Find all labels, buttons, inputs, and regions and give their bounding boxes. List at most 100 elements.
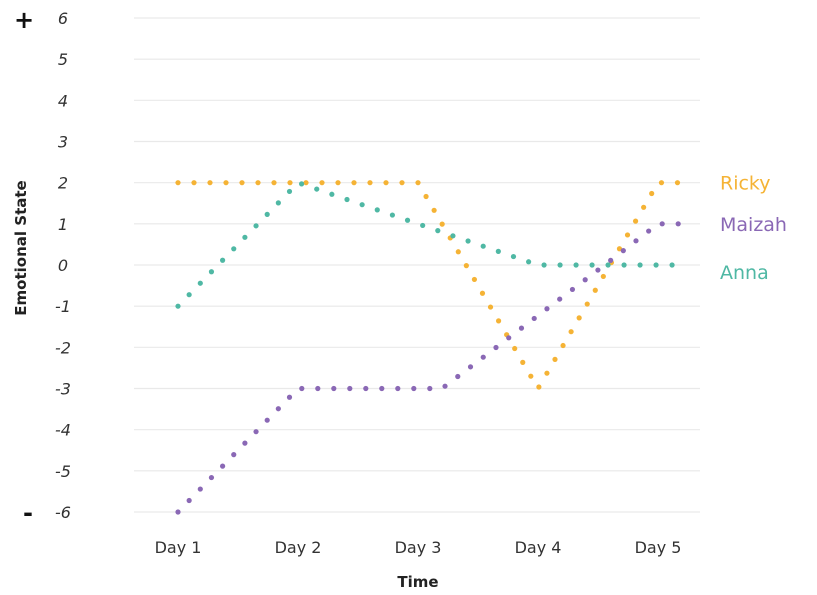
y-tick-label: -4: [55, 421, 71, 440]
y-axis-title: Emotional State: [12, 180, 30, 315]
x-axis-ticks: Day 1 Day 2 Day 3 Day 4 Day 5: [155, 538, 682, 557]
series-dot: [526, 259, 532, 265]
series-dot: [363, 385, 369, 392]
series-dot: [479, 290, 486, 296]
series-dot: [439, 221, 445, 227]
series-dot: [605, 262, 611, 268]
series-dot: [632, 218, 639, 224]
series-dot: [442, 383, 448, 389]
series-dot: [493, 344, 499, 351]
series-dot: [298, 181, 305, 187]
series-dot: [621, 262, 627, 268]
series-dot: [510, 253, 517, 260]
y-tick-label: 3: [58, 133, 68, 152]
series-dot: [253, 429, 259, 435]
series-dot: [423, 193, 429, 200]
series-label-anna: Anna: [720, 262, 769, 284]
series-dot: [219, 463, 226, 469]
scale-sign-bottom: -: [23, 499, 33, 527]
y-tick-label: -2: [55, 338, 71, 357]
series-dot: [231, 452, 237, 458]
x-axis-title: Time: [397, 573, 438, 591]
series-dot: [582, 277, 588, 283]
series-dot: [253, 223, 259, 229]
series-anna: [175, 181, 675, 309]
series-dot: [653, 262, 659, 268]
series-dot: [329, 191, 335, 197]
series-dot: [420, 222, 426, 229]
series-dot: [592, 287, 598, 293]
series-dot: [512, 345, 518, 352]
series-dot: [186, 292, 192, 298]
series-dots: [175, 180, 681, 515]
y-tick-label: 1: [58, 215, 68, 234]
series-dot: [487, 304, 494, 310]
series-dot: [506, 335, 512, 341]
series-dot: [675, 221, 681, 227]
series-dot: [287, 180, 293, 186]
series-dot: [544, 370, 550, 376]
series-dot: [480, 354, 486, 360]
series-dot: [518, 325, 525, 331]
series-dot: [239, 180, 245, 186]
series-dot: [427, 385, 433, 392]
series-dot: [608, 257, 614, 263]
series-dot: [275, 406, 281, 412]
series-dot: [395, 385, 401, 392]
series-dot: [467, 364, 474, 370]
series-dot: [275, 200, 281, 206]
series-dot: [331, 385, 337, 392]
series-dot: [383, 180, 389, 186]
series-dot: [175, 180, 181, 186]
y-tick-label: 5: [58, 50, 68, 69]
y-tick-label: 4: [58, 91, 68, 110]
y-tick-label: 2: [58, 174, 68, 193]
series-dot: [242, 234, 248, 240]
series-dot: [207, 180, 213, 186]
y-tick-label: -6: [55, 503, 71, 522]
series-dot: [658, 180, 665, 186]
y-tick-label: 0: [58, 256, 68, 275]
series-dot: [351, 180, 357, 186]
series-dot: [264, 211, 270, 217]
series-dot: [314, 186, 320, 192]
y-tick-label: -3: [55, 380, 71, 399]
series-dot: [455, 249, 461, 255]
series-dot: [315, 385, 321, 392]
series-dot: [557, 262, 563, 268]
series-dot: [480, 243, 486, 249]
series-dot: [495, 248, 501, 254]
series-dot: [197, 280, 203, 286]
series-dot: [552, 356, 558, 362]
scale-sign-top: +: [14, 6, 34, 34]
series-dot: [600, 273, 606, 280]
series-dot: [389, 212, 396, 218]
series-dot: [299, 385, 305, 392]
series-dot: [374, 207, 380, 213]
series-dot: [303, 180, 309, 186]
series-dot: [223, 180, 229, 186]
series-dot: [242, 440, 248, 446]
series-dot: [536, 384, 542, 390]
gridlines: [134, 17, 700, 513]
series-dot: [435, 228, 441, 234]
series-dot: [637, 262, 643, 268]
series-label-ricky: Ricky: [720, 173, 771, 195]
series-dot: [344, 196, 350, 203]
series-dot: [231, 246, 237, 252]
series-dot: [399, 180, 405, 186]
series-dot: [557, 296, 563, 302]
series-dot: [175, 303, 181, 309]
series-dot: [649, 190, 655, 197]
series-dot: [641, 204, 647, 210]
series-dot: [219, 257, 226, 263]
y-tick-label: 6: [58, 9, 68, 28]
series-dot: [669, 262, 675, 268]
series-dot: [624, 232, 631, 238]
series-dot: [191, 180, 197, 186]
series-labels: Ricky Maizah Anna: [720, 173, 787, 284]
series-dot: [560, 342, 566, 349]
series-dot: [659, 221, 665, 227]
series-dot: [595, 267, 601, 273]
series-dot: [576, 315, 582, 321]
